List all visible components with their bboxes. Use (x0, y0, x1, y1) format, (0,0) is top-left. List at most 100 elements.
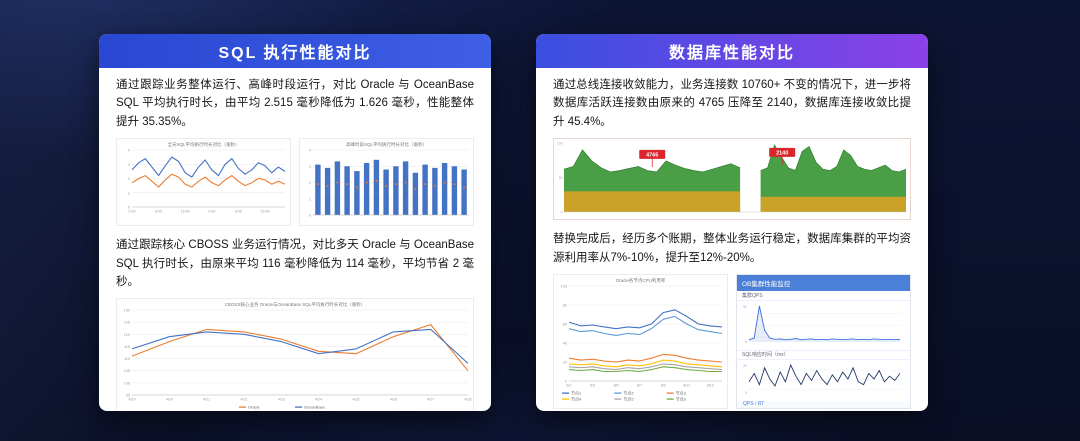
peak-sql-bar-chart: 0 1 2 3 4 高峰时段SQL平均执行时长对比（毫秒） (299, 138, 474, 227)
left-paragraph-1: 通过跟踪业务整体运行、高峰时段运行，对比 Oracle 与 OceanBase … (116, 79, 474, 128)
svg-text:115: 115 (124, 345, 130, 349)
svg-text:100: 100 (557, 142, 563, 146)
connections-area-chart: 0 50 100 4765 2140 (553, 138, 911, 221)
svg-text:4765: 4765 (646, 153, 658, 159)
right-card-title: 数据库性能对比 (668, 45, 795, 62)
svg-text:4/24: 4/24 (315, 398, 322, 402)
chart-svg: 0 1 2 3 4 高峰时段SQL平均执行时长对比（毫秒） (300, 139, 473, 221)
left-card-header: SQL 执行性能对比 (99, 34, 491, 68)
svg-text:0: 0 (745, 391, 747, 395)
svg-text:100: 100 (124, 382, 130, 386)
svg-text:8:00: 8:00 (235, 210, 242, 214)
left-card-title: SQL 执行性能对比 (218, 45, 372, 62)
right-paragraph-1: 通过总线连接收敛能力，业务连接数 10760+ 不变的情况下，进一步将数据库活跃… (553, 79, 911, 128)
svg-text:60: 60 (563, 322, 567, 326)
svg-text:110: 110 (124, 357, 130, 361)
monitor-spark-svg: 92 0 (743, 305, 902, 344)
svg-text:100: 100 (561, 284, 567, 288)
monitor-panel-header: OB集群性能监控 (737, 274, 910, 291)
svg-text:125: 125 (124, 321, 130, 325)
right-paragraph-2: 替换完成后，经历多个账期，整体业务运行稳定，数据库集群的平均资源利用率从7%-1… (553, 233, 911, 264)
svg-text:全天SQL平均执行时长对比（毫秒）: 全天SQL平均执行时长对比（毫秒） (167, 141, 239, 148)
svg-text:8/11: 8/11 (683, 383, 690, 387)
svg-text:20: 20 (563, 360, 567, 364)
svg-text:0: 0 (309, 214, 311, 218)
svg-text:高峰时段SQL平均执行时长对比（毫秒）: 高峰时段SQL平均执行时长对比（毫秒） (346, 141, 427, 148)
svg-text:8/3: 8/3 (590, 383, 595, 387)
svg-text:CBOSS核心业务 Oracle与OceanBase SQL: CBOSS核心业务 Oracle与OceanBase SQL平均执行时长对比（毫… (225, 301, 366, 308)
svg-text:0:00: 0:00 (129, 210, 136, 214)
db-performance-card: 数据库性能对比 通过总线连接收敛能力，业务连接数 10760+ 不变的情况下，进… (536, 34, 928, 411)
svg-text:50: 50 (559, 176, 563, 180)
svg-text:4/27: 4/27 (427, 398, 434, 402)
svg-text:节点6: 节点6 (676, 395, 687, 401)
ob-monitor-panel-chart: OB集群性能监控 集群QPS 92 0 SQL响应时间（ms） 20 0 QPS /… (736, 273, 911, 409)
sql-performance-card: SQL 执行性能对比 通过跟踪业务整体运行、高峰时段运行，对比 Oracle 与… (99, 34, 491, 411)
svg-text:8/1: 8/1 (567, 383, 572, 387)
svg-text:1: 1 (128, 191, 130, 195)
right-card-header: 数据库性能对比 (536, 34, 928, 68)
right-bottom-charts-row: 0 20 40 60 80 100 8/1 8/3 8/5 8/7 8/9 8/11 8/13 Oracl… (553, 273, 911, 409)
svg-text:4/28: 4/28 (465, 398, 472, 402)
svg-text:95: 95 (126, 394, 130, 398)
monitor-rt-chart: 20 0 (737, 359, 910, 401)
svg-text:4/21: 4/21 (203, 398, 210, 402)
chart-svg: 95 100 105 110 115 120 125 130 4/19 4/20 4/21 4/22 4… (117, 299, 473, 411)
svg-text:0: 0 (128, 206, 130, 210)
svg-text:4/19: 4/19 (129, 398, 136, 402)
chart-svg: 0 1 2 3 4 0:00 8:00 16:00 0:00 8:00 16:00 全天SQL平均执行… (117, 139, 290, 216)
cpu-utilization-line-chart: 0 20 40 60 80 100 8/1 8/3 8/5 8/7 8/9 8/11 8/13 Oracl… (553, 273, 728, 409)
svg-text:4/26: 4/26 (390, 398, 397, 402)
monitor-qps-chart: 92 0 (737, 300, 910, 350)
left-card-body: 通过跟踪业务整体运行、高峰时段运行，对比 Oracle 与 OceanBase … (99, 68, 491, 411)
left-paragraph-2: 通过跟踪核心 CBOSS 业务运行情况，对比多天 Oracle 与 OceanB… (116, 239, 474, 288)
svg-text:8:00: 8:00 (155, 210, 162, 214)
daily-sql-line-chart: 0 1 2 3 4 0:00 8:00 16:00 0:00 8:00 16:00 全天SQL平均执行… (116, 138, 291, 227)
monitor-spark-svg: 20 0 (743, 363, 902, 395)
svg-text:0:00: 0:00 (208, 210, 215, 214)
svg-text:3: 3 (309, 165, 311, 169)
svg-text:8/13: 8/13 (707, 383, 714, 387)
svg-text:1: 1 (309, 197, 311, 201)
svg-text:4: 4 (309, 149, 311, 153)
svg-text:16:00: 16:00 (261, 210, 270, 214)
monitor-bottom-label: SQL响应时间（ms） (737, 349, 910, 360)
svg-text:4/23: 4/23 (278, 398, 285, 402)
svg-text:4/25: 4/25 (353, 398, 360, 402)
svg-text:Oracle: Oracle (248, 405, 261, 410)
svg-text:8/9: 8/9 (661, 383, 666, 387)
svg-text:节点3: 节点3 (676, 389, 687, 395)
svg-text:130: 130 (124, 309, 130, 313)
monitor-panel-frame: OB集群性能监控 集群QPS 92 0 SQL响应时间（ms） 20 0 QPS /… (737, 274, 910, 408)
svg-text:3: 3 (128, 163, 130, 167)
svg-text:8/7: 8/7 (637, 383, 642, 387)
left-small-charts-row: 0 1 2 3 4 0:00 8:00 16:00 0:00 8:00 16:00 全天SQL平均执行… (116, 138, 474, 227)
chart-svg: 0 50 100 4765 2140 (554, 139, 910, 220)
svg-text:节点1: 节点1 (571, 389, 582, 395)
monitor-footer-legend: QPS / RT (743, 401, 765, 408)
svg-text:0: 0 (561, 211, 563, 215)
svg-text:16:00: 16:00 (181, 210, 190, 214)
svg-text:节点5: 节点5 (623, 395, 634, 401)
svg-text:2140: 2140 (776, 151, 788, 157)
svg-text:40: 40 (563, 341, 567, 345)
svg-text:4/22: 4/22 (241, 398, 248, 402)
svg-text:2: 2 (128, 177, 130, 181)
svg-text:2: 2 (309, 181, 311, 185)
monitor-top-label: 集群QPS (737, 290, 910, 301)
cboss-sql-line-chart: 95 100 105 110 115 120 125 130 4/19 4/20 4/21 4/22 4… (116, 298, 474, 411)
svg-text:4: 4 (128, 149, 130, 153)
svg-text:Oracle各节点CPU利用率: Oracle各节点CPU利用率 (616, 277, 666, 284)
svg-text:8/5: 8/5 (614, 383, 619, 387)
svg-text:0: 0 (745, 340, 747, 344)
svg-text:120: 120 (124, 333, 130, 337)
svg-text:节点2: 节点2 (623, 389, 634, 395)
svg-text:4/20: 4/20 (166, 398, 173, 402)
svg-text:0: 0 (565, 379, 567, 383)
svg-text:节点4: 节点4 (571, 395, 582, 401)
chart-svg: 0 20 40 60 80 100 8/1 8/3 8/5 8/7 8/9 8/11 8/13 Oracl… (554, 274, 727, 403)
svg-text:80: 80 (563, 303, 567, 307)
svg-text:92: 92 (743, 305, 747, 309)
svg-text:20: 20 (743, 364, 747, 368)
